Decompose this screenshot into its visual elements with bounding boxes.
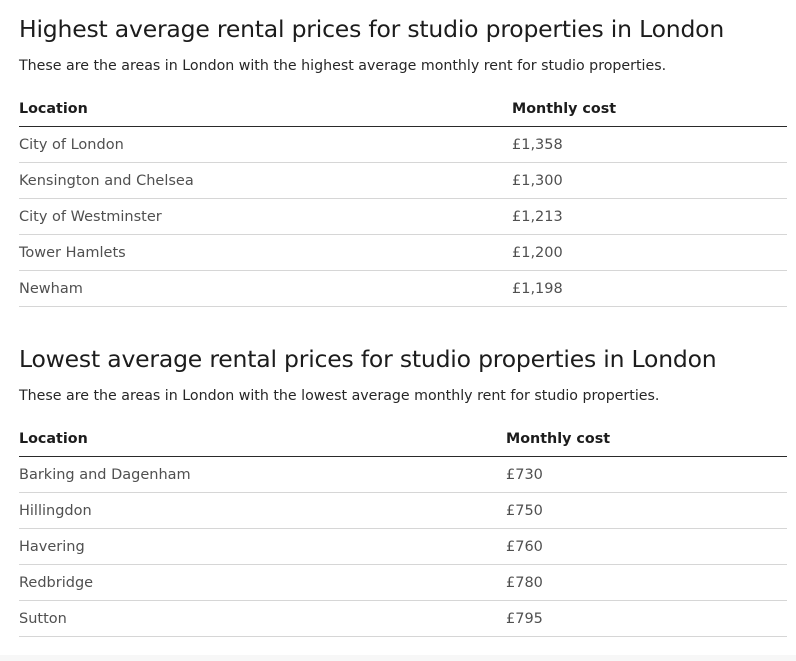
lowest-prices-heading: Lowest average rental prices for studio … — [19, 345, 717, 373]
table-row: Kensington and Chelsea £1,300 — [19, 162, 787, 199]
location-column-header: Location — [19, 101, 512, 127]
lowest-prices-intro: These are the areas in London with the l… — [19, 388, 660, 404]
monthly-cost-column-header: Monthly cost — [506, 431, 787, 457]
location-cell: Hillingdon — [19, 492, 506, 529]
monthly-cost-cell: £795 — [506, 600, 787, 637]
monthly-cost-cell: £1,200 — [512, 234, 787, 271]
monthly-cost-cell: £1,358 — [512, 126, 787, 163]
location-cell: City of London — [19, 126, 512, 163]
monthly-cost-cell: £780 — [506, 564, 787, 601]
table-row: Havering £760 — [19, 528, 787, 565]
location-cell: Barking and Dagenham — [19, 456, 506, 493]
location-cell: Tower Hamlets — [19, 234, 512, 271]
lowest-prices-section: Lowest average rental prices for studio … — [19, 344, 787, 637]
table-row: Hillingdon £750 — [19, 492, 787, 529]
table-row: Sutton £795 — [19, 600, 787, 637]
highest-prices-intro: These are the areas in London with the h… — [19, 58, 667, 74]
monthly-cost-cell: £1,300 — [512, 162, 787, 199]
table-row: Newham £1,198 — [19, 270, 787, 307]
monthly-cost-cell: £760 — [506, 528, 787, 565]
location-cell: Havering — [19, 528, 506, 565]
table-header-row: Location Monthly cost — [19, 431, 787, 457]
page-bottom-edge — [0, 655, 796, 661]
monthly-cost-cell: £1,198 — [512, 270, 787, 307]
table-row: Redbridge £780 — [19, 564, 787, 601]
lowest-prices-table: Location Monthly cost Barking and Dagenh… — [19, 431, 787, 637]
table-row: City of London £1,358 — [19, 126, 787, 163]
location-column-header: Location — [19, 431, 506, 457]
table-header-row: Location Monthly cost — [19, 101, 787, 127]
highest-prices-table: Location Monthly cost City of London £1,… — [19, 101, 787, 307]
table-row: Tower Hamlets £1,200 — [19, 234, 787, 271]
highest-prices-section: Highest average rental prices for studio… — [19, 14, 787, 307]
location-cell: Kensington and Chelsea — [19, 162, 512, 199]
monthly-cost-cell: £750 — [506, 492, 787, 529]
location-cell: City of Westminster — [19, 198, 512, 235]
table-row: Barking and Dagenham £730 — [19, 456, 787, 493]
location-cell: Sutton — [19, 600, 506, 637]
highest-prices-heading: Highest average rental prices for studio… — [19, 15, 725, 43]
table-row: City of Westminster £1,213 — [19, 198, 787, 235]
location-cell: Newham — [19, 270, 512, 307]
monthly-cost-cell: £1,213 — [512, 198, 787, 235]
monthly-cost-column-header: Monthly cost — [512, 101, 787, 127]
location-cell: Redbridge — [19, 564, 506, 601]
monthly-cost-cell: £730 — [506, 456, 787, 493]
